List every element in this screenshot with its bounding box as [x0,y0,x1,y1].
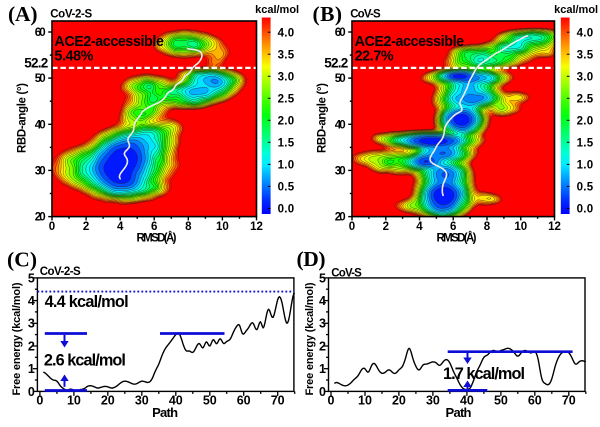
svg-text:Free energy (kcal/mol): Free energy (kcal/mol) [11,282,23,395]
svg-text:6: 6 [450,221,456,233]
svg-text:10: 10 [514,221,527,233]
svg-text:0.0: 0.0 [278,204,295,216]
svg-text:10: 10 [216,221,229,233]
svg-text:4.0: 4.0 [278,27,295,39]
svg-text:CoV-2-S: CoV-2-S [40,266,81,278]
svg-text:50: 50 [494,394,508,408]
svg-text:(B): (B) [313,2,343,26]
svg-text:4.4 kcal/mol: 4.4 kcal/mol [45,293,129,311]
svg-text:2: 2 [28,339,35,353]
svg-text:4.0: 4.0 [577,27,594,39]
svg-text:40: 40 [169,394,183,408]
svg-text:12: 12 [548,221,561,233]
svg-text:2.0: 2.0 [577,116,594,128]
svg-text:4: 4 [28,294,35,308]
svg-text:10: 10 [67,394,81,408]
svg-text:0.5: 0.5 [278,182,295,194]
svg-text:8: 8 [484,221,491,233]
svg-text:60: 60 [35,27,46,39]
svg-text:60: 60 [237,394,251,408]
svg-text:70: 70 [271,394,285,408]
svg-text:0: 0 [349,221,355,233]
svg-text:5: 5 [28,271,35,285]
svg-text:30: 30 [135,394,149,408]
svg-text:1: 1 [319,362,326,376]
svg-text:50: 50 [335,73,346,85]
svg-text:2.0: 2.0 [278,116,295,128]
svg-text:2.6 kcal/mol: 2.6 kcal/mol [44,352,126,370]
svg-text:RBD-angle (°): RBD-angle (°) [17,83,29,153]
svg-text:3.0: 3.0 [577,72,594,84]
svg-text:0: 0 [49,221,55,233]
svg-text:30: 30 [335,166,346,178]
svg-text:4: 4 [117,221,124,233]
svg-text:40: 40 [460,394,474,408]
svg-text:0.5: 0.5 [577,182,594,194]
svg-text:50: 50 [203,394,217,408]
svg-text:0: 0 [319,385,326,399]
svg-text:CoV-S: CoV-S [331,267,362,279]
svg-text:RBD-angle (°): RBD-angle (°) [317,83,329,153]
svg-text:2.5: 2.5 [577,94,594,106]
svg-text:52.2: 52.2 [324,56,348,71]
svg-text:(A): (A) [8,2,38,26]
svg-text:20: 20 [101,394,115,408]
svg-text:1: 1 [28,362,35,376]
svg-text:30: 30 [426,394,440,408]
svg-text:1.5: 1.5 [278,138,295,150]
svg-text:ACE2-accessible: ACE2-accessible [54,34,164,50]
svg-text:3.0: 3.0 [278,72,295,84]
svg-text:1.0: 1.0 [577,160,594,172]
svg-text:52.2: 52.2 [24,56,48,71]
svg-text:2.5: 2.5 [278,94,295,106]
svg-text:1.0: 1.0 [278,160,295,172]
svg-text:ACE2-accessible: ACE2-accessible [355,34,465,50]
svg-text:50: 50 [35,73,46,85]
svg-text:RMSD(Å): RMSD(Å) [437,231,477,244]
svg-text:1.7 kcal/mol: 1.7 kcal/mol [443,365,525,383]
svg-text:0: 0 [28,385,35,399]
svg-text:2: 2 [319,339,326,353]
svg-text:22.7%: 22.7% [355,48,394,64]
svg-text:20: 20 [392,394,406,408]
svg-text:60: 60 [528,394,542,408]
svg-text:3.5: 3.5 [278,49,295,61]
svg-text:kcal/mol: kcal/mol [255,4,299,16]
svg-text:CoV-S: CoV-S [350,8,381,20]
svg-text:2: 2 [383,221,389,233]
svg-text:(C): (C) [7,248,37,272]
svg-text:1.5: 1.5 [577,138,594,150]
svg-text:0: 0 [328,394,335,408]
svg-text:60: 60 [335,27,346,39]
svg-text:70: 70 [562,394,576,408]
svg-text:12: 12 [250,221,263,233]
svg-text:(D): (D) [297,247,326,271]
svg-text:4: 4 [416,221,423,233]
svg-text:0: 0 [36,394,43,408]
svg-text:30: 30 [35,166,46,178]
svg-text:CoV-2-S: CoV-2-S [50,8,92,20]
svg-text:6: 6 [151,221,157,233]
svg-text:3: 3 [28,317,35,331]
svg-text:5.48%: 5.48% [54,48,93,64]
svg-text:2: 2 [83,221,89,233]
svg-text:Free energy (kcal/mol): Free energy (kcal/mol) [304,282,316,395]
svg-text:20: 20 [335,212,346,224]
svg-text:Path: Path [152,405,178,420]
svg-text:kcal/mol: kcal/mol [554,4,598,16]
svg-text:40: 40 [35,119,46,131]
svg-text:20: 20 [35,212,46,224]
svg-text:4: 4 [319,294,326,308]
svg-text:10: 10 [358,394,372,408]
svg-text:3: 3 [319,317,326,331]
svg-text:3.5: 3.5 [577,49,594,61]
svg-text:40: 40 [335,119,346,131]
svg-text:8: 8 [185,221,192,233]
svg-text:5: 5 [319,271,326,285]
svg-text:0.0: 0.0 [577,204,594,216]
svg-text:Path: Path [446,405,472,420]
svg-text:RMSD(Å): RMSD(Å) [137,231,177,244]
